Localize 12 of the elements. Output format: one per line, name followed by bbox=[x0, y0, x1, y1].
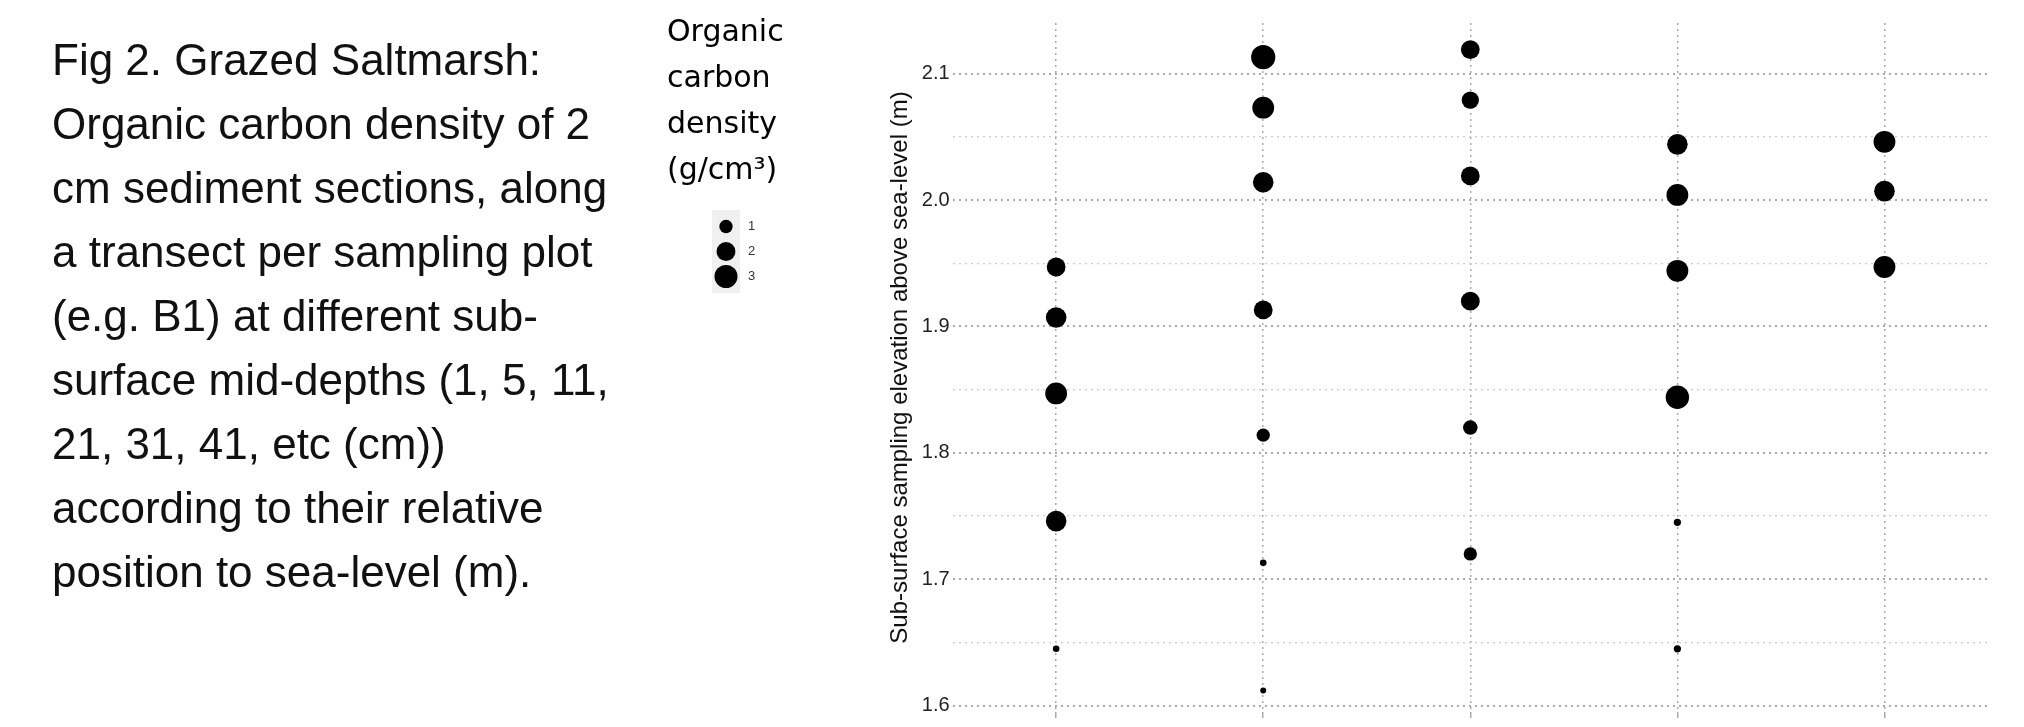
y-tick-label: 2.0 bbox=[921, 187, 950, 210]
legend-title: Organic carbon density (g/cm³) bbox=[667, 12, 784, 186]
chart-title: Fig 2. Grazed Saltmarsh: Organic carbon density of 2 cm sediment sections, along a transect per sampling plot (e.g. B1) at different sub-surface mid-depths (1, 5, 11, 21, 31, 41, etc (cm)) according to their relative position to sea-level (m). bbox=[52, 35, 609, 596]
legend-label: 3 bbox=[748, 268, 756, 284]
y-axis-title: Sub-surface sampling elevation above sea-level (m) bbox=[885, 91, 913, 644]
y-tick-label: 1.7 bbox=[921, 566, 950, 589]
legend-label: 1 bbox=[748, 218, 756, 234]
y-tick-label: 1.9 bbox=[921, 313, 950, 336]
y-tick-label: 1.8 bbox=[921, 440, 950, 463]
legend-label: 2 bbox=[748, 243, 756, 259]
y-tick-label: 2.1 bbox=[921, 61, 950, 84]
y-tick-label: 1.6 bbox=[921, 693, 950, 716]
